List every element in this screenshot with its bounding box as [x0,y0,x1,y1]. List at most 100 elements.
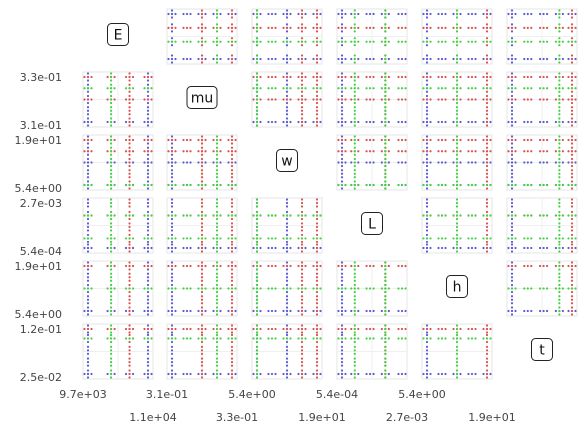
point-series-1 [90,264,93,268]
point-series-1 [404,98,407,101]
point-series-2 [90,87,93,90]
point-series-1 [185,26,189,29]
point-series-2 [554,287,557,290]
point-series-2 [109,229,113,232]
point-series-1 [230,345,234,348]
point-series-2 [558,72,561,75]
point-series-0 [510,272,514,275]
point-series-1 [315,30,319,33]
point-series-0 [440,57,444,61]
point-series-2 [514,87,517,90]
point-series-2 [150,87,153,90]
point-series-0 [285,117,289,120]
panel-E-vs-mu [166,8,238,65]
point-series-2 [570,40,574,43]
point-series-2 [86,237,90,240]
point-series-2 [455,164,459,168]
panel-mu-vs-w [251,71,323,128]
point-series-1 [230,264,234,268]
point-series-1 [230,23,234,26]
point-series-0 [86,372,90,376]
point-series-2 [215,250,219,253]
point-series-2 [444,337,447,340]
point-series-0 [542,12,545,16]
point-series-2 [230,183,234,187]
point-series-2 [143,214,146,217]
point-series-0 [285,276,289,279]
point-series-0 [146,124,150,127]
point-series-2 [440,87,444,90]
point-series-0 [340,372,344,376]
point-series-2 [558,26,561,29]
point-series-0 [86,101,90,105]
point-series-1 [219,327,222,331]
point-series-2 [297,237,300,240]
point-series-0 [285,225,289,229]
point-series-1 [230,272,234,275]
point-series-1 [538,98,542,101]
point-series-0 [340,180,344,183]
point-series-1 [485,113,489,116]
point-series-2 [400,40,404,43]
point-series-1 [200,298,204,301]
point-series-2 [109,225,113,229]
point-series-2 [353,268,356,271]
point-series-1 [485,37,489,40]
point-series-2 [124,237,128,240]
point-series-0 [285,79,289,82]
point-series-0 [219,246,222,250]
point-series-0 [425,172,429,175]
point-series-1 [470,26,474,29]
point-series-0 [285,198,289,201]
point-series-1 [230,172,234,175]
point-series-2 [353,261,356,264]
point-series-1 [459,26,462,29]
point-series-1 [230,201,234,205]
point-series-0 [146,261,150,264]
point-series-1 [344,264,347,268]
point-series-1 [200,352,204,355]
point-series-2 [387,40,390,43]
point-series-2 [255,313,259,316]
point-series-2 [437,214,440,217]
point-series-1 [485,217,489,221]
point-series-2 [200,287,204,290]
point-series-2 [455,217,459,221]
point-series-2 [255,287,259,290]
point-series-1 [372,150,375,153]
point-series-0 [86,157,90,161]
point-series-1 [315,361,319,364]
point-series-0 [170,364,174,367]
point-series-0 [523,309,526,313]
point-series-0 [425,333,429,337]
point-series-1 [200,290,204,294]
point-series-0 [507,57,510,61]
point-series-1 [437,150,440,153]
point-series-0 [340,349,344,352]
point-series-1 [113,98,116,101]
point-series-2 [387,287,390,290]
point-series-1 [106,150,109,153]
point-series-1 [482,26,485,29]
point-series-1 [200,222,204,225]
point-series-1 [545,150,549,153]
panel-w-vs-t [506,134,578,191]
point-series-0 [510,109,514,112]
point-series-0 [113,372,116,376]
point-series-1 [545,75,549,79]
point-series-1 [200,153,204,156]
point-series-2 [558,302,561,305]
point-series-1 [452,138,455,142]
point-series-1 [567,26,570,29]
point-series-2 [304,87,307,90]
point-series-2 [467,183,470,187]
point-series-2 [485,237,489,240]
point-series-0 [170,210,174,214]
point-series-1 [561,150,564,153]
point-series-0 [368,12,372,16]
point-series-2 [289,214,292,217]
point-series-0 [212,246,215,250]
point-series-2 [384,290,387,294]
point-series-2 [255,309,259,313]
point-series-0 [437,161,440,164]
